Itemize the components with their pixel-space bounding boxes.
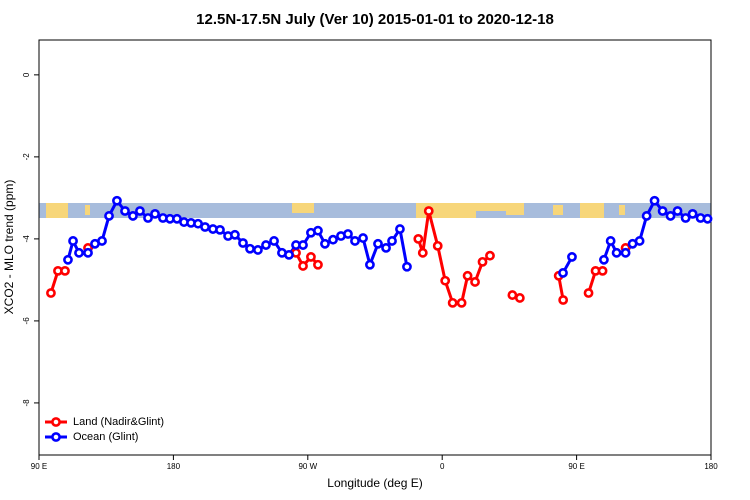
point — [343, 229, 353, 239]
point — [702, 213, 713, 224]
point — [477, 256, 488, 267]
point — [284, 249, 294, 260]
x-tick-label: 180 — [704, 462, 718, 471]
y-tick-label: -4 — [22, 235, 31, 243]
point — [687, 208, 698, 219]
point — [320, 238, 330, 249]
y-axis-label: XCO2 - MLO trend (ppm) — [2, 180, 16, 315]
point — [269, 236, 279, 246]
point — [74, 247, 84, 258]
legend-marker — [51, 417, 61, 427]
map-strip — [39, 203, 711, 218]
legend-marker — [51, 432, 61, 442]
point — [611, 247, 622, 258]
point — [641, 211, 652, 221]
point — [253, 245, 263, 255]
point — [402, 261, 412, 272]
point — [514, 293, 525, 303]
point — [63, 254, 73, 265]
plot-frame — [38, 39, 712, 456]
point — [261, 240, 271, 250]
point — [313, 225, 323, 236]
legend-label: Ocean (Glint) — [73, 431, 138, 443]
y-tick-label: -2 — [22, 153, 31, 161]
point — [298, 261, 308, 271]
x-tick-label: 90 E — [31, 462, 47, 471]
point — [230, 229, 240, 240]
point — [665, 211, 676, 221]
point — [97, 236, 107, 246]
point — [60, 265, 70, 276]
y-tick-label: 0 — [22, 72, 31, 77]
point — [567, 252, 577, 262]
point — [238, 238, 248, 248]
point — [507, 290, 518, 300]
point — [381, 243, 391, 253]
point — [432, 240, 443, 251]
point — [128, 211, 138, 221]
point — [583, 288, 594, 298]
x-tick-label: 90 W — [298, 462, 317, 471]
point — [135, 206, 145, 216]
point — [649, 195, 660, 206]
point — [46, 288, 56, 298]
point — [470, 277, 480, 287]
point — [597, 265, 608, 276]
point — [150, 208, 160, 219]
point — [350, 236, 360, 246]
point — [620, 247, 631, 258]
point — [417, 247, 428, 258]
point — [558, 268, 568, 278]
point — [440, 275, 451, 286]
point — [599, 254, 609, 265]
point — [395, 224, 405, 234]
point — [447, 297, 458, 308]
x-tick-label: 180 — [167, 462, 181, 471]
point — [462, 270, 473, 281]
point — [634, 236, 645, 246]
point — [298, 240, 308, 250]
point — [558, 295, 569, 305]
point — [485, 250, 495, 261]
y-tick-label: -6 — [22, 317, 31, 325]
point — [112, 195, 122, 206]
point — [680, 213, 691, 223]
point — [306, 252, 316, 262]
point — [245, 243, 255, 254]
point — [313, 259, 323, 270]
point — [423, 206, 434, 216]
point — [672, 206, 683, 216]
point — [657, 206, 668, 216]
x-axis-label: Longitude (deg E) — [327, 476, 422, 490]
point — [413, 233, 424, 244]
point — [365, 259, 375, 270]
point — [358, 233, 368, 243]
point — [387, 236, 397, 246]
y-tick-label: -8 — [22, 399, 31, 407]
point — [328, 234, 338, 245]
point — [605, 236, 616, 246]
x-tick-label: 90 E — [568, 462, 584, 471]
chart-title: 12.5N-17.5N July (Ver 10) 2015-01-01 to … — [196, 11, 554, 28]
point — [83, 247, 93, 258]
point — [200, 222, 210, 232]
point — [456, 297, 467, 308]
point — [373, 238, 383, 249]
point — [143, 213, 153, 223]
point — [120, 206, 130, 216]
point — [68, 236, 78, 246]
x-tick-label: 0 — [440, 462, 445, 471]
point — [104, 211, 114, 221]
point — [215, 224, 225, 235]
legend-label: Land (Nadir&Glint) — [73, 416, 164, 428]
